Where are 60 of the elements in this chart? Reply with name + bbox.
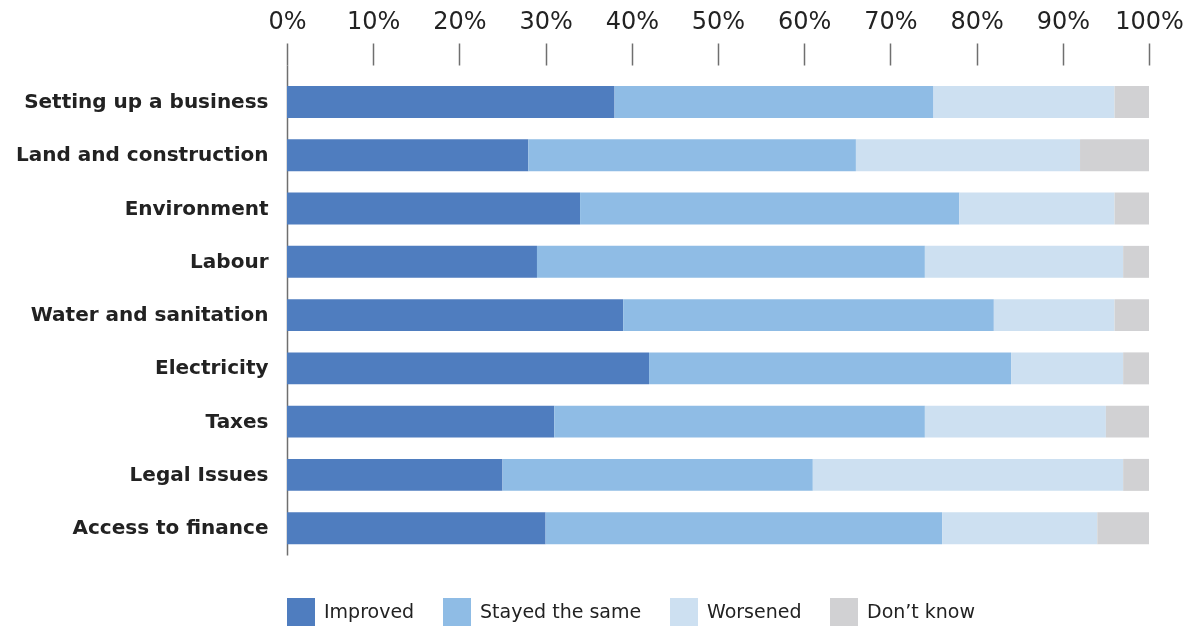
bar (554, 405, 925, 438)
y-tick-label: Electricity (154, 355, 269, 380)
bar (1114, 299, 1149, 332)
bar (1123, 245, 1149, 278)
x-tick-label: 10% (347, 6, 401, 35)
x-tick-label: 80% (950, 6, 1004, 35)
y-tick-label: Labour (190, 248, 269, 273)
y-tick-label: Setting up a business (24, 89, 269, 114)
y-tick-label: Legal Issues (129, 461, 269, 486)
legend-label: Don’t know (867, 600, 976, 622)
bar (959, 192, 1115, 225)
bar (502, 458, 813, 491)
bar (1080, 139, 1149, 172)
bar (1123, 458, 1149, 491)
y-tick-label: Land and construction (16, 142, 269, 167)
bar (545, 512, 943, 545)
legend-label: Stayed the same (480, 600, 642, 622)
bar (287, 245, 537, 278)
bar (1011, 352, 1124, 385)
legend-label: Worsened (707, 600, 802, 622)
bar (1114, 86, 1149, 119)
bar (855, 139, 1081, 172)
bar (812, 458, 1124, 491)
y-tick-label: Taxes (205, 408, 269, 433)
x-tick-label: 40% (605, 6, 659, 35)
y-tick-label: Water and sanitation (30, 302, 269, 327)
x-tick-label: 20% (433, 6, 487, 35)
y-tick-label: Access to finance (72, 515, 269, 540)
x-tick-label: 90% (1036, 6, 1090, 35)
bar (536, 245, 925, 278)
bar (287, 352, 650, 385)
x-tick-label: 100% (1115, 6, 1184, 35)
bar (1105, 405, 1149, 438)
bar (1114, 192, 1149, 225)
bar (528, 139, 856, 172)
bar (287, 86, 615, 119)
bar (623, 299, 994, 332)
bar (649, 352, 1012, 385)
bar (287, 458, 503, 491)
x-tick-label: 50% (691, 6, 746, 35)
bar (287, 139, 529, 172)
y-tick-label: Environment (124, 195, 269, 220)
legend-label: Improved (324, 600, 415, 622)
bar (580, 192, 960, 225)
bar (1097, 512, 1149, 545)
bar (287, 299, 624, 332)
bar (924, 405, 1106, 438)
bar (933, 86, 1115, 119)
bar (287, 192, 581, 225)
bar (614, 86, 934, 119)
x-tick-label: 30% (519, 6, 573, 35)
bar (924, 245, 1124, 278)
x-tick-label: 70% (864, 6, 918, 35)
bar (993, 299, 1115, 332)
bar (942, 512, 1098, 545)
bar (1123, 352, 1149, 385)
bar (287, 512, 546, 545)
x-tick-label: 60% (778, 6, 832, 35)
bar (287, 405, 555, 438)
x-tick-label: 0% (268, 6, 307, 35)
